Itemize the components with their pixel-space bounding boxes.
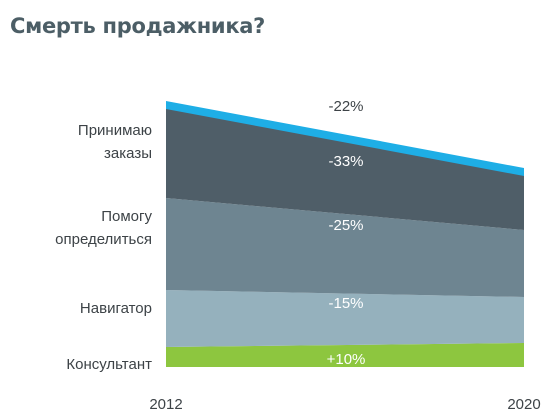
x-axis-ticks: 2012 2020 [149, 396, 540, 413]
category-label: Навигатор [80, 300, 152, 317]
category-label: заказы [104, 145, 152, 162]
category-label: Принимаю [78, 122, 152, 139]
category-labels: Консультант Навигатор Помогу определиться Пр… [55, 122, 152, 373]
area-band [166, 290, 524, 347]
total-percent-label: -22% [328, 98, 363, 115]
x-tick-label: 2020 [507, 396, 540, 413]
percent-label: -25% [328, 217, 363, 234]
area-band [166, 198, 524, 297]
percent-labels: +10% -15% -25% -33% -22% [327, 98, 366, 368]
x-tick-label: 2012 [149, 396, 182, 413]
chart-title: Смерть продажника? [10, 14, 266, 38]
category-label: определиться [55, 231, 152, 248]
category-label: Консультант [66, 356, 152, 373]
area-bands [166, 101, 524, 367]
percent-label: -15% [328, 295, 363, 312]
category-label: Помогу [101, 208, 152, 225]
area-band [166, 103, 524, 230]
total-line [166, 101, 524, 176]
percent-label: +10% [327, 351, 366, 368]
area-band [166, 343, 524, 367]
percent-label: -33% [328, 153, 363, 170]
